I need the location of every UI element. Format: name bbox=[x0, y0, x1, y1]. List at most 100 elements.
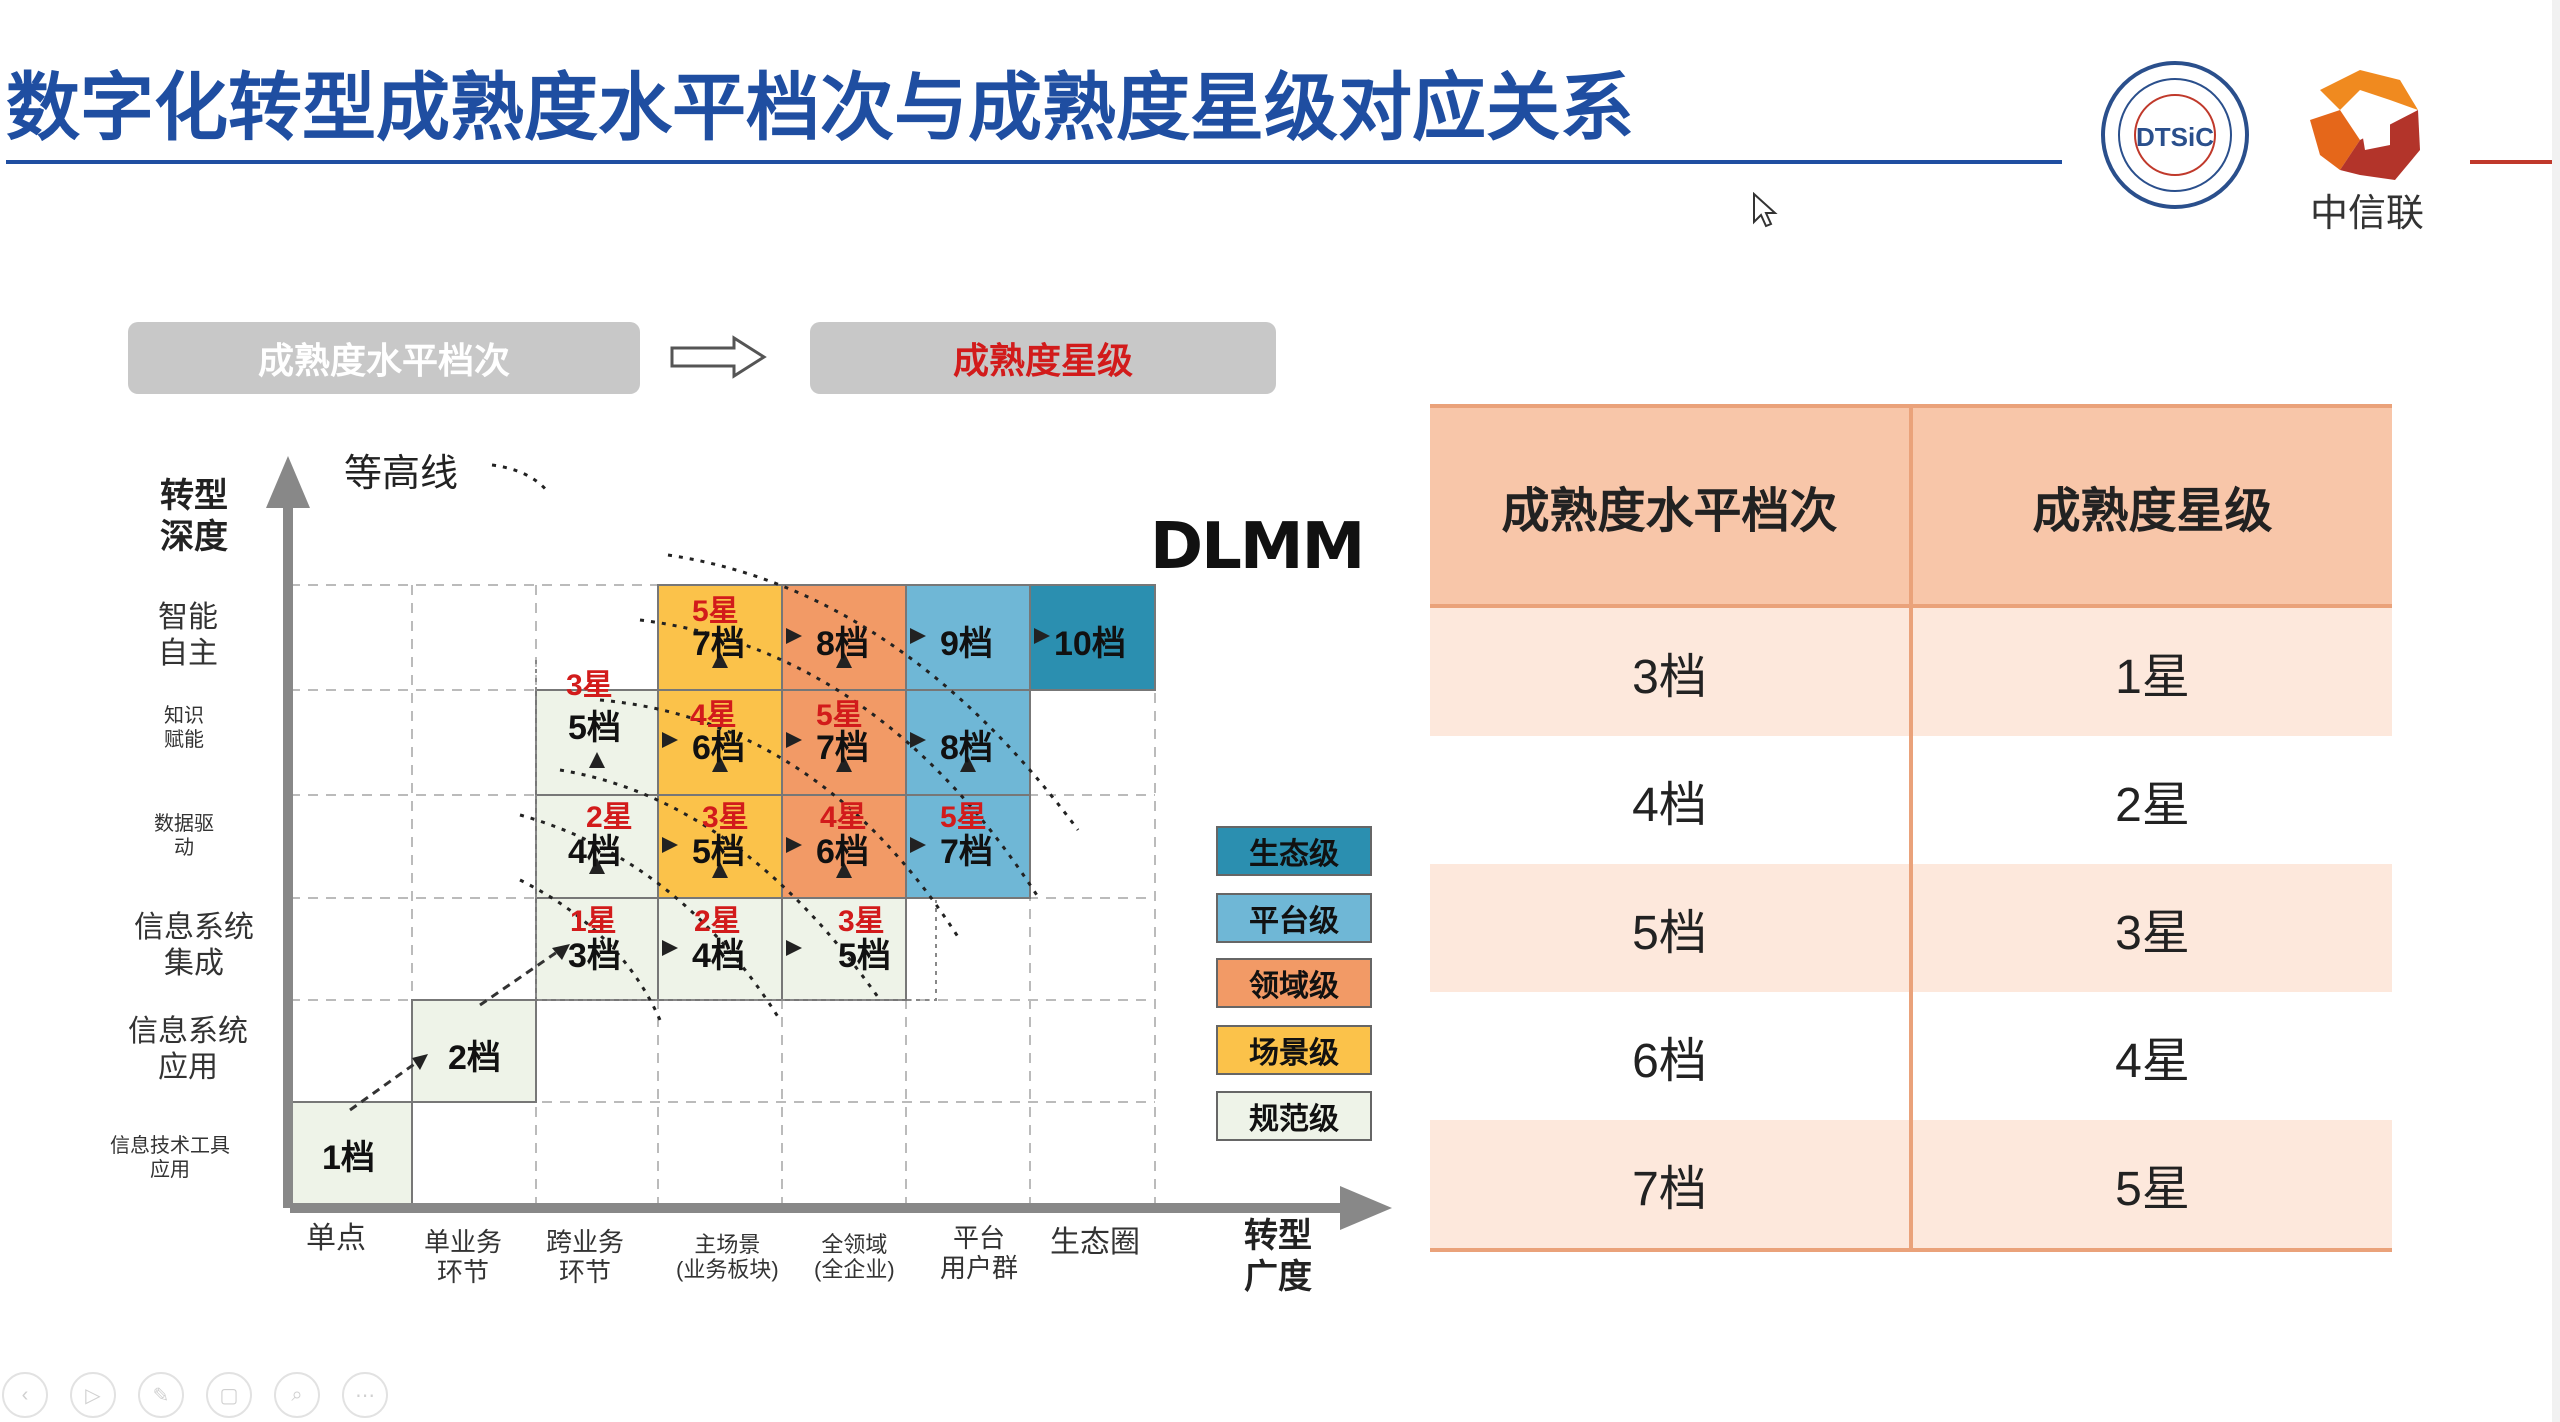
y-label-0: 智能 自主 bbox=[158, 601, 218, 670]
star-label: 1星 bbox=[570, 905, 617, 938]
cell-9 bbox=[905, 584, 1031, 691]
x-label-3: 主场景 (业务板块) bbox=[676, 1232, 779, 1283]
cell-label: 8档 bbox=[940, 729, 993, 767]
title-underline bbox=[6, 160, 2062, 164]
cell-label: 5档 bbox=[838, 937, 891, 975]
cell-level: 4档 bbox=[1430, 736, 1913, 864]
play-icon[interactable]: ▷ bbox=[70, 1372, 116, 1418]
star-label: 4星 bbox=[820, 801, 867, 834]
star-label: 2星 bbox=[586, 801, 633, 834]
star-label: 3星 bbox=[702, 801, 749, 834]
presentation-toolbar: ‹ ▷ ✎ ▢ ⌕ ⋯ bbox=[2, 1372, 388, 1418]
cell-star: 4星 bbox=[2115, 1035, 2190, 1088]
cell-star: 5星 bbox=[2115, 1163, 2190, 1216]
zhongxinlian-logo-text: 中信联 bbox=[2310, 193, 2425, 235]
x-label-5: 平台 用户群 bbox=[940, 1223, 1019, 1283]
cell-label: 9档 bbox=[940, 625, 993, 663]
cell-label: 3档 bbox=[568, 937, 621, 975]
x-axis-title: 转型 广度 bbox=[1244, 1217, 1312, 1296]
table-row: 5档 3星 bbox=[1430, 864, 2392, 992]
cell-label: 4档 bbox=[692, 937, 745, 975]
cell-10 bbox=[1029, 584, 1156, 691]
cell-label: 2档 bbox=[448, 1039, 501, 1077]
slides-icon[interactable]: ▢ bbox=[206, 1372, 252, 1418]
y-label-1: 知识 赋能 bbox=[164, 705, 204, 751]
cell-label: 8档 bbox=[816, 625, 869, 663]
table-row: 6档 4星 bbox=[1430, 992, 2392, 1120]
maturity-grid-chart bbox=[266, 456, 1392, 1230]
previous-icon[interactable]: ‹ bbox=[2, 1372, 48, 1418]
window-edge bbox=[2552, 0, 2560, 1422]
cell-label: 7档 bbox=[816, 729, 869, 767]
cell-2 bbox=[411, 999, 537, 1103]
cell-star: 3星 bbox=[2115, 907, 2190, 960]
pill-maturity-star: 成熟度星级 bbox=[810, 322, 1276, 394]
legend-eco: 生态级 bbox=[1216, 826, 1372, 876]
cell-label: 6档 bbox=[816, 833, 869, 871]
x-label-4: 全领域 (全企业) bbox=[814, 1232, 895, 1283]
legend-scenario: 场景级 bbox=[1216, 1025, 1372, 1075]
pill-maturity-level: 成熟度水平档次 bbox=[128, 322, 640, 394]
cell-star: 1星 bbox=[2115, 651, 2190, 704]
y-label-4: 信息系统 应用 bbox=[128, 1015, 248, 1084]
x-label-2: 跨业务 环节 bbox=[546, 1227, 625, 1287]
dlmm-label: DLMM bbox=[1150, 510, 1365, 584]
star-label: 2星 bbox=[694, 905, 741, 938]
star-label: 5星 bbox=[940, 801, 987, 834]
level-star-table: 成熟度水平档次 成熟度星级 3档 1星 4档 2星 5档 3星 6档 4星 7档… bbox=[1430, 404, 2392, 1252]
y-axis-title: 转型 深度 bbox=[160, 477, 228, 556]
x-label-0: 单点 bbox=[306, 1222, 366, 1255]
pen-icon[interactable]: ✎ bbox=[138, 1372, 184, 1418]
cell-label: 5档 bbox=[692, 833, 745, 871]
table-header: 成熟度水平档次 成熟度星级 bbox=[1430, 404, 2392, 608]
cell-label: 10档 bbox=[1054, 625, 1126, 663]
cell-label: 5档 bbox=[568, 709, 621, 747]
zoom-icon[interactable]: ⌕ bbox=[274, 1372, 320, 1418]
star-label: 5星 bbox=[692, 595, 739, 628]
cell-label: 1档 bbox=[322, 1139, 375, 1177]
table-row: 4档 2星 bbox=[1430, 736, 2392, 864]
legend-platform: 平台级 bbox=[1216, 893, 1372, 943]
cell-star: 2星 bbox=[2115, 779, 2190, 832]
table-row: 3档 1星 bbox=[1430, 608, 2392, 736]
zhongxinlian-logo bbox=[2310, 70, 2420, 180]
legend-norm: 规范级 bbox=[1216, 1091, 1372, 1141]
dtsic-logo: DTSiC bbox=[2101, 61, 2249, 209]
cell-label: 7档 bbox=[940, 833, 993, 871]
accent-line bbox=[2470, 160, 2560, 164]
cell-level: 7档 bbox=[1430, 1120, 1913, 1248]
cell-label: 6档 bbox=[692, 729, 745, 767]
cell-5c bbox=[657, 794, 783, 899]
y-label-3: 信息系统 集成 bbox=[134, 911, 254, 980]
svg-text:DTSiC: DTSiC bbox=[2136, 122, 2214, 152]
y-label-2: 数据驱 动 bbox=[154, 813, 214, 859]
x-label-1: 单业务 环节 bbox=[424, 1227, 503, 1287]
cell-7a bbox=[657, 584, 783, 691]
y-label-5: 信息技术工具 应用 bbox=[110, 1135, 230, 1181]
cell-5a bbox=[781, 897, 907, 1001]
cell-level: 6档 bbox=[1430, 992, 1913, 1120]
star-label: 3星 bbox=[566, 669, 613, 702]
cell-label: 4档 bbox=[568, 833, 621, 871]
cell-7c bbox=[905, 794, 1031, 899]
right-arrow-icon bbox=[670, 335, 767, 379]
cell-level: 5档 bbox=[1430, 864, 1913, 992]
more-icon[interactable]: ⋯ bbox=[342, 1372, 388, 1418]
cell-1 bbox=[289, 1101, 413, 1206]
cell-8a bbox=[781, 584, 907, 691]
table-row: 7档 5星 bbox=[1430, 1120, 2392, 1252]
cell-6a bbox=[657, 689, 783, 796]
star-label: 5星 bbox=[816, 699, 863, 732]
star-label: 4星 bbox=[690, 699, 737, 732]
cell-7b bbox=[781, 689, 907, 796]
contour-label: 等高线 bbox=[344, 453, 459, 495]
mouse-cursor-icon bbox=[1753, 192, 1778, 228]
cell-level: 3档 bbox=[1430, 608, 1913, 736]
star-label: 3星 bbox=[838, 905, 885, 938]
cell-label: 7档 bbox=[692, 625, 745, 663]
legend-domain: 领域级 bbox=[1216, 958, 1372, 1008]
x-label-6: 生态圈 bbox=[1050, 1226, 1140, 1259]
header-level: 成熟度水平档次 bbox=[1430, 408, 1913, 604]
header-star: 成熟度星级 bbox=[2032, 485, 2273, 538]
